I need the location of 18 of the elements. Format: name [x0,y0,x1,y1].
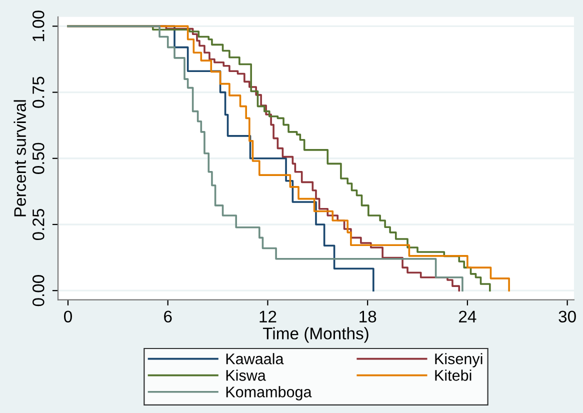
x-tick-label: 6 [164,310,172,322]
y-tick-label: 0.00 [32,275,44,306]
x-tick-label: 0 [64,310,72,322]
y-tick-label: 1.00 [32,10,44,42]
x-tick-label: 12 [260,310,276,322]
legend-label: Kisenyi [435,353,482,368]
y-axis-title: Percent survival [14,100,26,216]
x-axis-title: Time (Months) [262,327,368,343]
x-tick-label: 24 [459,310,476,322]
legend-label: Komamboga [226,386,312,400]
x-tick-label: 30 [558,310,576,322]
y-tick-label: 0.25 [32,208,44,240]
legend-label: Kitebi [435,370,472,381]
y-tick-label: 0.75 [32,76,44,108]
y-tick-label: 0.50 [32,142,44,174]
legend-label: Kiswa [226,370,266,381]
x-tick-label: 18 [360,310,376,322]
legend-label: Kawaala [226,353,284,364]
